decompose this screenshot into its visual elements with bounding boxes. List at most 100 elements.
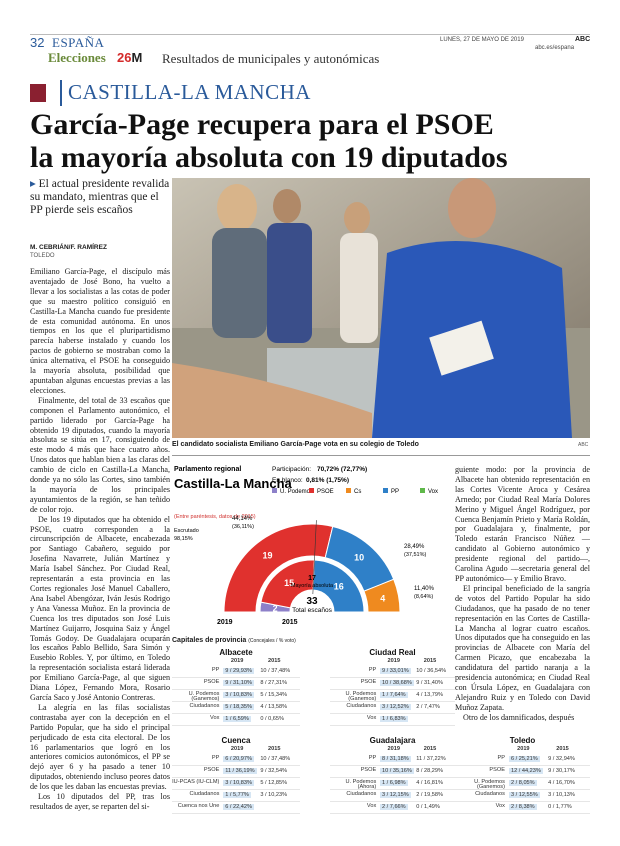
table-value: 8 / 28,29% [416,768,443,774]
party-name: U. Podemos (Ganemos) [474,779,505,790]
vote-share: 28,49% [404,544,425,550]
scrutiny-label: Escrutado [174,528,199,534]
blank-value: 0,81% (1,75%) [306,477,349,484]
city-name: Guadalajara [369,736,416,745]
table-row: PSOE 10 / 38,68% 9 / 31,40% [330,678,455,690]
table-value: 10 / 35,16% [380,768,414,774]
table-row: PSOE 12 / 44,23% 9 / 30,17% [455,766,590,778]
legend-swatch [346,488,351,493]
party-name: PP [211,755,220,761]
year-header: 2015 [423,746,437,752]
party-name: PP [211,667,220,673]
year-header: 2019 [387,746,400,752]
table-value: 9 / 31,10% [223,680,254,686]
vote-share-previous: (37,51%) [404,552,426,558]
region-icon [30,84,46,102]
scrutiny-value: 98,15% [174,536,193,542]
party-name: PP [368,755,377,761]
date: LUNES, 27 DE MAYO DE 2019 [440,37,524,43]
table-value: 3 / 12,55% [509,792,540,798]
seat-count: 15 [284,578,294,588]
party-name: Vox [210,715,220,721]
party-name: Vox [366,803,377,809]
table-row: PP 9 / 33,01% 10 / 36,54% [330,666,455,678]
table-value: 1 / 7,64% [380,692,408,698]
chart-title: Castilla-La Mancha [174,476,293,491]
tables-unit: (Concejales / % voto) [248,638,296,644]
table-row: Ciudadanos 3 / 12,52% 2 / 7,47% [330,702,455,714]
city-name: Cuenca [221,736,251,745]
participation-label: Participación: [272,466,311,473]
table-value: 6 / 22,42% [223,804,254,810]
chart-kicker: Parlamento regional [174,466,241,473]
city-name: Ciudad Real [369,648,416,657]
table-value: 9 / 30,17% [548,768,575,774]
table-value: 10 / 38,68% [380,680,414,686]
party-name: Ciudadanos [189,791,220,797]
year-header: 2015 [423,658,437,664]
party-name: PSOE [203,767,220,773]
majority-label: Mayoría absoluta [291,583,334,589]
year-header: 2015 [268,746,281,752]
table-value: 2 / 7,66% [380,804,408,810]
table-value: 8 / 27,31% [260,680,288,686]
party-name: Vox [495,803,505,809]
table-row: U. Podemos (Ganemos) 1 / 7,64% 4 / 13,79% [330,690,455,702]
table-value: 0 / 1,77% [548,804,572,810]
table-value: 3 / 10,13% [548,792,575,798]
vote-share-previous: (8,64%) [414,594,433,600]
majority-value: 17 [308,575,316,582]
logo-number: 26 [117,50,132,65]
table-value: 10 / 37,48% [260,756,291,762]
table-value: 2 / 7,47% [416,704,440,710]
table-value: 10 / 36,54% [416,668,447,674]
page-number: 32 [30,35,45,50]
party-name: PSOE [360,767,377,773]
legend-swatch [309,488,314,493]
place: TOLEDO [30,253,55,259]
table-row: PSOE 10 / 35,16% 8 / 28,29% [330,766,455,778]
table-value: 6 / 20,97% [223,756,254,762]
table-row: PP 8 / 31,18% 11 / 37,22% [330,754,455,766]
legend-label: Vox [428,489,438,495]
city-table: Ciudad Real 2019 2015 PP 9 / 33,01% 10 / 36,5… [330,648,455,730]
city-table: Albacete 2019 2015 PP 9 / 29,93% 10 / 37,48% P… [172,648,300,730]
table-value: 5 / 15,34% [260,692,288,698]
city-table: Guadalajara 2019 2015 PP 8 / 31,18% 11 / 37,2… [330,736,455,818]
elections: Elecciones [48,50,106,65]
year-header: 2019 [230,746,244,752]
party-name: PSOE [489,767,505,773]
table-row: Ciudadanos 1 / 5,77% 3 / 10,23% [172,790,300,802]
table-value: 1 / 5,77% [223,792,251,798]
table-row: PSOE 11 / 36,19% 9 / 32,54% [172,766,300,778]
table-row: PP 9 / 29,93% 10 / 37,48% [172,666,300,678]
byline: M. CEBRIÁN/F. RAMÍREZ [30,244,107,251]
party-name: PP [497,755,505,761]
legend-swatch [420,488,425,493]
seat-arc [312,559,365,613]
party-name: PSOE [203,679,220,685]
table-row: U. Podemos (Ganemos) 3 / 10,83% 5 / 15,34% [172,690,300,702]
legend-label: PP [391,489,399,495]
party-name: Ciudadanos [346,703,377,709]
party-name: Cuenca nos Une [177,803,220,809]
table-row: PP 6 / 20,97% 10 / 37,48% [172,754,300,766]
table-value: 9 / 32,94% [548,756,575,762]
seat-count: 4 [380,593,385,603]
table-row: PSOE 9 / 31,10% 8 / 27,31% [172,678,300,690]
legend-swatch [383,488,388,493]
table-value: 5 / 18,35% [223,704,254,710]
headline: García-Page recupera para el PSOE la may… [30,108,508,174]
table-value: 9 / 31,40% [416,680,443,686]
table-value: 12 / 44,23% [509,768,543,774]
participation-value: 70,72% (72,77%) [317,466,367,473]
party-name: Vox [366,715,377,721]
table-row: U. Podemos (Ganemos) 2 / 8,05% 4 / 16,70% [455,778,590,790]
table-value: 8 / 31,18% [380,756,411,762]
caption: El candidato socialista Emiliano García-… [172,441,419,448]
tables-title-text: Capitales de provincia [172,637,247,644]
legend-swatch [272,488,277,493]
table-row: IU-PCAS (IU-CLM) 3 / 10,83% 5 / 12,85% [172,778,300,790]
table-row: Ciudadanos 3 / 12,55% 3 / 10,13% [455,790,590,802]
table-value: 1 / 6,98% [380,780,408,786]
